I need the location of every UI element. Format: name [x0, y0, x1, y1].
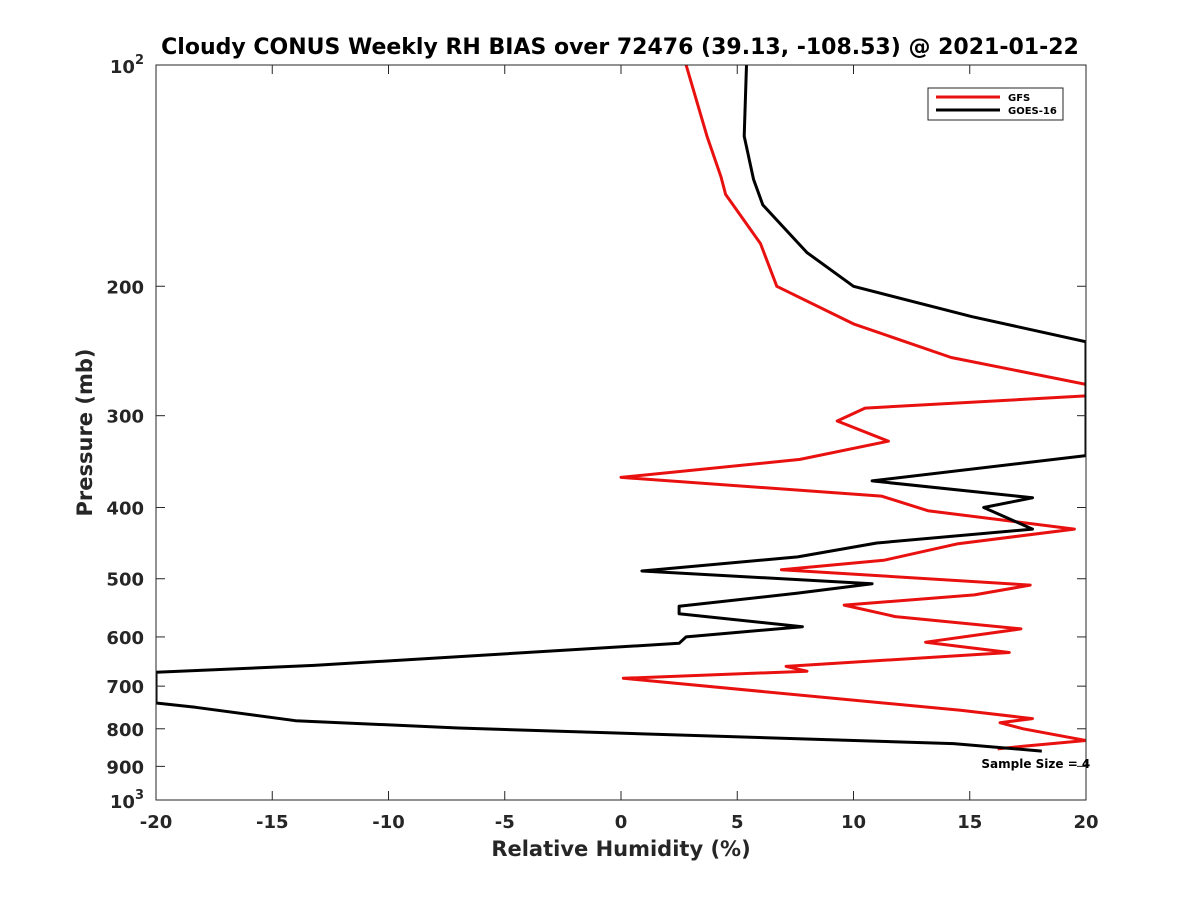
chart-title: Cloudy CONUS Weekly RH BIAS over 72476 (… [161, 35, 1079, 60]
axes-box [155, 64, 1087, 801]
y-tick-exponent: 2 [135, 53, 144, 68]
x-tick-label: 10 [841, 812, 866, 833]
x-tick-label: 15 [957, 812, 982, 833]
y-tick-label: 103 [110, 788, 144, 813]
x-tick-label: 0 [615, 812, 628, 833]
y-tick-exponent: 3 [135, 788, 144, 803]
x-tick-label: -10 [372, 812, 405, 833]
x-tick-label: -5 [495, 812, 515, 833]
x-axis-label: Relative Humidity (%) [491, 837, 750, 861]
annotations: Sample Size = 4 [981, 757, 1090, 771]
legend: GFS GOES-16 [927, 87, 1064, 121]
legend-entry: GFS [1008, 93, 1030, 104]
x-tick-label: 5 [731, 812, 744, 833]
y-tick-base: 10 [110, 57, 135, 78]
legend-box [927, 87, 1064, 121]
y-tick-label: 500 [106, 570, 144, 591]
y-tick-label: 700 [106, 677, 144, 698]
y-tick-label: 200 [106, 277, 144, 298]
y-tick-label: 900 [106, 757, 144, 778]
legend-entry: GOES-16 [1008, 106, 1057, 117]
x-tick-label: 20 [1073, 812, 1098, 833]
x-tick-label: -15 [256, 812, 289, 833]
x-axis-ticks: -20 -15 -10 -5 0 5 10 15 20 [140, 65, 1099, 833]
series-line-goes-16 [156, 65, 1086, 753]
y-tick-label: 400 [106, 499, 144, 520]
plot-series [156, 65, 1086, 753]
y-tick-label: 600 [106, 628, 144, 649]
y-tick-label: 800 [106, 720, 144, 741]
y-tick-label: 102 [110, 53, 144, 78]
y-tick-base: 10 [110, 792, 135, 813]
series-line-gfs [619, 65, 1086, 751]
x-tick-label: -20 [140, 812, 173, 833]
y-axis-label: Pressure (mb) [73, 349, 97, 517]
sample-size-annotation: Sample Size = 4 [981, 757, 1090, 771]
y-tick-label: 300 [106, 407, 144, 428]
